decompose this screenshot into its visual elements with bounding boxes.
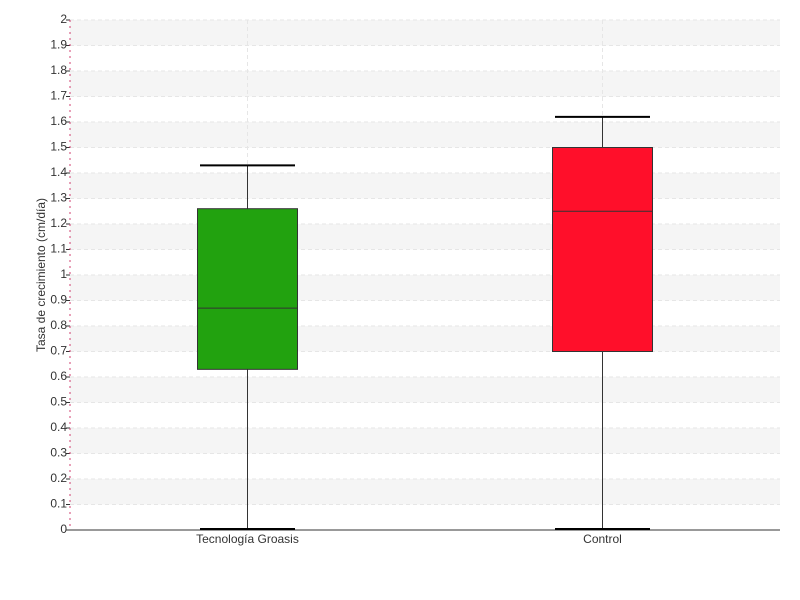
grid-band [70, 275, 780, 301]
grid-band [70, 479, 780, 505]
box [197, 208, 298, 370]
y-tick-label: 1.8 [50, 63, 67, 77]
y-tick-label: 0.5 [50, 395, 67, 409]
y-tick-label: 0.2 [50, 471, 67, 485]
y-tick-label: 0.3 [50, 446, 67, 460]
y-tick-label: 1.7 [50, 89, 67, 103]
grid-band [70, 173, 780, 199]
grid-band [70, 20, 780, 46]
grid-band [70, 224, 780, 250]
y-tick-label: 1.9 [50, 38, 67, 52]
grid-band [70, 122, 780, 148]
y-axis-label: Tasa de crecimiento (cm/día) [34, 198, 48, 352]
y-tick-label: 0.6 [50, 369, 67, 383]
grid-band [70, 71, 780, 97]
y-tick-label: 1.5 [50, 140, 67, 154]
y-tick-label: 1.1 [50, 242, 67, 256]
y-tick-label: 0.9 [50, 293, 67, 307]
y-tick-label: 0 [60, 522, 67, 536]
y-tick-label: 0.8 [50, 318, 67, 332]
y-tick-label: 0.4 [50, 420, 67, 434]
grid-band [70, 428, 780, 454]
y-tick-label: 1.2 [50, 216, 67, 230]
y-tick-label: 0.7 [50, 344, 67, 358]
y-tick-label: 0.1 [50, 497, 67, 511]
x-tick-label: Control [583, 532, 622, 546]
grid-band [70, 377, 780, 403]
y-tick-label: 1.6 [50, 114, 67, 128]
y-tick-label: 2 [60, 12, 67, 26]
y-tick-label: 1.3 [50, 191, 67, 205]
y-tick-label: 1 [60, 267, 67, 281]
box [552, 147, 653, 352]
grid-band [70, 326, 780, 352]
x-tick-label: Tecnología Groasis [196, 532, 299, 546]
y-tick-label: 1.4 [50, 165, 67, 179]
